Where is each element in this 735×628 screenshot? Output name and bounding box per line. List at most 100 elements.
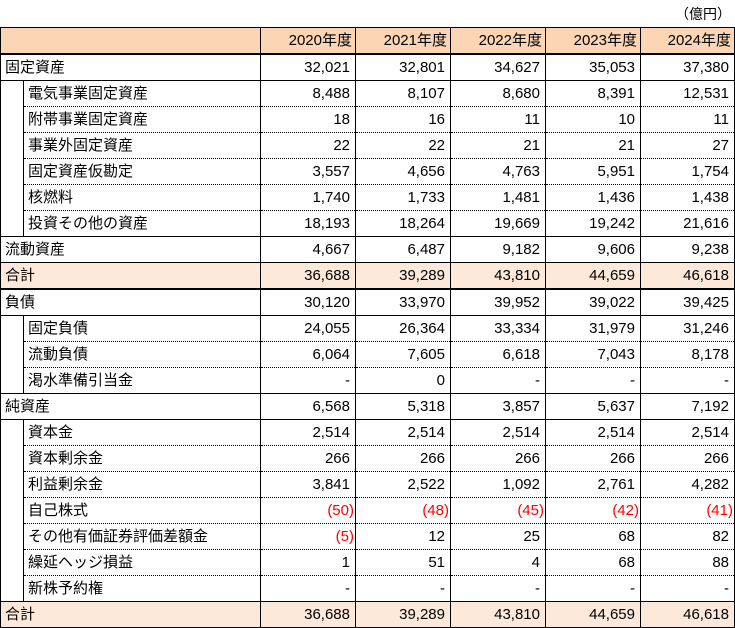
row-label: 投資その他の資産: [23, 210, 261, 237]
value-cell: 8,488: [260, 80, 356, 107]
value-cell: 39,289: [355, 601, 451, 628]
table-row: 附帯事業固定資産 18 16 11 10 11: [0, 106, 735, 133]
value-cell: 266: [450, 445, 546, 472]
negative-value-cell: (48): [355, 497, 451, 524]
row-label: 自己株式: [23, 497, 261, 524]
value-cell: 43,810: [450, 601, 546, 628]
row-label: 負債: [0, 288, 261, 316]
value-cell: 30,120: [260, 288, 356, 316]
negative-value-cell: (45): [450, 497, 546, 524]
value-cell: 37,380: [640, 53, 735, 81]
value-cell: 8,391: [545, 80, 641, 107]
row-label: 固定資産仮勘定: [23, 158, 261, 185]
negative-value-cell: (42): [545, 497, 641, 524]
table-row: 固定負債 24,055 26,364 33,334 31,979 31,246: [0, 315, 735, 342]
value-cell: 1,438: [640, 184, 735, 211]
value-cell: 12: [355, 523, 451, 550]
indent-cell: [0, 158, 24, 185]
value-cell: 46,618: [640, 262, 735, 290]
value-cell: 25: [450, 523, 546, 550]
indent-cell: [0, 132, 24, 159]
row-label: 利益剰余金: [23, 471, 261, 498]
value-cell: 7,605: [355, 341, 451, 368]
value-cell: 68: [545, 523, 641, 550]
value-cell: -: [640, 367, 735, 394]
value-cell: 6,568: [260, 393, 356, 420]
value-cell: 3,857: [450, 393, 546, 420]
value-cell: 82: [640, 523, 735, 550]
value-cell: 31,246: [640, 315, 735, 342]
value-cell: 36,688: [260, 262, 356, 290]
value-cell: 44,659: [545, 262, 641, 290]
value-cell: 1,436: [545, 184, 641, 211]
value-cell: -: [260, 367, 356, 394]
balance-sheet-table: 2020年度 2021年度 2022年度 2023年度 2024年度 固定資産 32,021…: [0, 27, 735, 628]
value-cell: 39,425: [640, 288, 735, 316]
value-cell: 6,064: [260, 341, 356, 368]
indent-cell: [0, 315, 24, 342]
indent-cell: [0, 419, 24, 446]
table-row: 資本金 2,514 2,514 2,514 2,514 2,514: [0, 419, 735, 446]
value-cell: 1,481: [450, 184, 546, 211]
value-cell: 18: [260, 106, 356, 133]
value-cell: 11: [640, 106, 735, 133]
unit-label: （億円）: [675, 6, 731, 22]
value-cell: 3,841: [260, 471, 356, 498]
value-cell: 18,264: [355, 210, 451, 237]
indent-cell: [0, 341, 24, 368]
value-cell: 51: [355, 549, 451, 576]
value-cell: -: [260, 575, 356, 602]
indent-cell: [0, 471, 24, 498]
table-row: 新株予約権 - - - - -: [0, 575, 735, 602]
value-cell: 32,021: [260, 53, 356, 81]
row-label: 合計: [0, 601, 261, 628]
value-cell: 21: [450, 132, 546, 159]
value-cell: 8,178: [640, 341, 735, 368]
value-cell: 4,667: [260, 236, 356, 263]
column-header: 2020年度: [260, 27, 356, 55]
value-cell: -: [355, 575, 451, 602]
row-label: 新株予約権: [23, 575, 261, 602]
indent-cell: [0, 210, 24, 237]
value-cell: 7,192: [640, 393, 735, 420]
indent-cell: [0, 523, 24, 550]
indent-cell: [0, 106, 24, 133]
value-cell: -: [640, 575, 735, 602]
row-label: 固定負債: [23, 315, 261, 342]
table-row: 核燃料 1,740 1,733 1,481 1,436 1,438: [0, 184, 735, 211]
value-cell: 2,514: [450, 419, 546, 446]
value-cell: -: [450, 575, 546, 602]
table-row: 投資その他の資産 18,193 18,264 19,669 19,242 21,616: [0, 210, 735, 237]
value-cell: 19,242: [545, 210, 641, 237]
value-cell: 8,680: [450, 80, 546, 107]
value-cell: 2,514: [260, 419, 356, 446]
row-label: 固定資産: [0, 53, 261, 81]
table-row: 利益剰余金 3,841 2,522 1,092 2,761 4,282: [0, 471, 735, 498]
row-label: 流動資産: [0, 236, 261, 263]
value-cell: 12,531: [640, 80, 735, 107]
value-cell: 39,022: [545, 288, 641, 316]
value-cell: 9,606: [545, 236, 641, 263]
table-row: 事業外固定資産 22 22 21 21 27: [0, 132, 735, 159]
table-row: 流動資産 4,667 6,487 9,182 9,606 9,238: [0, 236, 735, 263]
indent-cell: [0, 575, 24, 602]
indent-cell: [0, 445, 24, 472]
column-header: 2023年度: [545, 27, 641, 55]
table-row: 純資産 6,568 5,318 3,857 5,637 7,192: [0, 393, 735, 420]
value-cell: 9,182: [450, 236, 546, 263]
value-cell: 1,733: [355, 184, 451, 211]
indent-cell: [0, 367, 24, 394]
value-cell: 68: [545, 549, 641, 576]
value-cell: 44,659: [545, 601, 641, 628]
negative-value-cell: (41): [640, 497, 735, 524]
row-label: 渇水準備引当金: [23, 367, 261, 394]
value-cell: 35,053: [545, 53, 641, 81]
row-label: 純資産: [0, 393, 261, 420]
table-row: 流動負債 6,064 7,605 6,618 7,043 8,178: [0, 341, 735, 368]
row-label: 附帯事業固定資産: [23, 106, 261, 133]
indent-cell: [0, 549, 24, 576]
value-cell: 21,616: [640, 210, 735, 237]
value-cell: 32,801: [355, 53, 451, 81]
header-corner: [0, 27, 261, 55]
row-label: 流動負債: [23, 341, 261, 368]
